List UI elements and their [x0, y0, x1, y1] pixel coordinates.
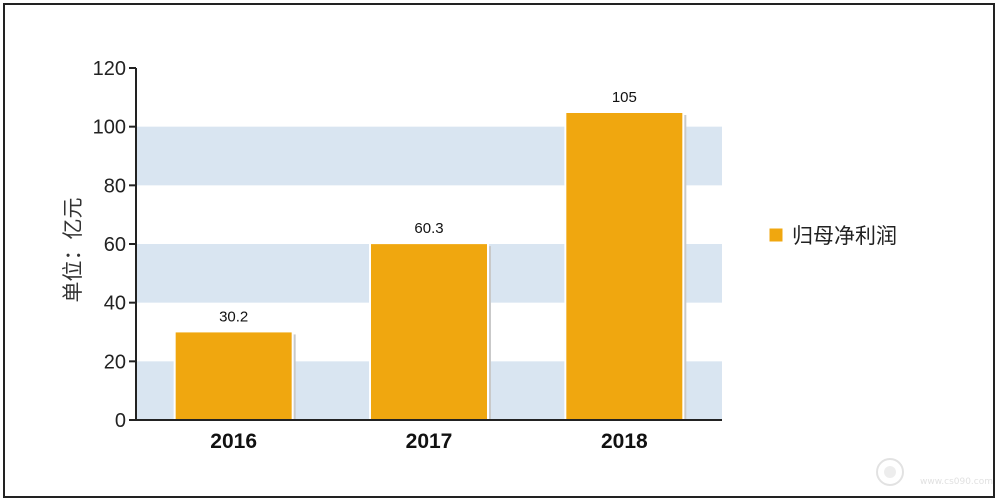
- data-labels: 30.2 60.3 105: [219, 89, 637, 325]
- legend-label: 归母净利润: [792, 224, 897, 248]
- data-label: 30.2: [219, 308, 248, 325]
- data-label: 60.3: [414, 220, 443, 237]
- bar-2018: [564, 111, 685, 421]
- y-tick-label: 0: [115, 410, 126, 432]
- y-tick-label: 80: [104, 175, 126, 197]
- x-tick-labels: 2016 2017 2018: [210, 430, 648, 453]
- legend: 归母净利润: [768, 224, 897, 248]
- y-tick-label: 40: [104, 293, 126, 315]
- x-tick-label: 2017: [406, 430, 453, 453]
- y-axis-label: 单位：亿元: [61, 198, 85, 303]
- watermark-icon: [876, 458, 904, 486]
- axes: [129, 67, 722, 421]
- y-tick-label: 20: [104, 351, 126, 373]
- legend-swatch: [768, 227, 784, 243]
- bars: [173, 111, 687, 421]
- bar-2017: [369, 242, 489, 421]
- y-tick-labels: 0 20 40 60 80 100 120: [93, 58, 126, 432]
- x-tick-label: 2018: [601, 430, 648, 453]
- watermark-text: www.cs090.com: [920, 477, 993, 487]
- watermark-logo: www.cs090.com: [876, 458, 993, 487]
- y-tick-label: 120: [93, 58, 126, 80]
- y-tick-label: 100: [93, 117, 126, 139]
- data-label: 105: [612, 89, 637, 106]
- x-tick-label: 2016: [210, 430, 257, 453]
- bar-2016: [173, 330, 294, 421]
- y-tick-label: 60: [104, 234, 126, 256]
